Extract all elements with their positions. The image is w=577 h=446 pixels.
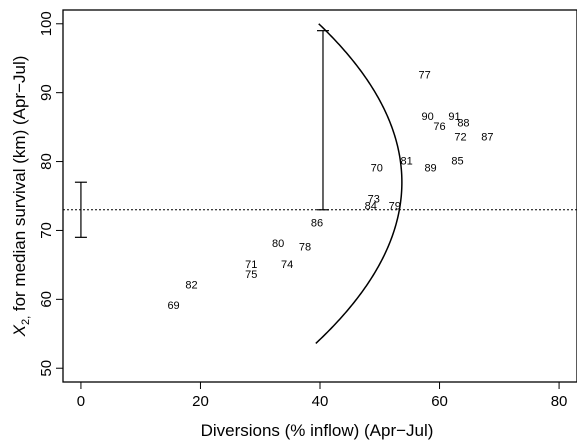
y-tick-label: 60 [38,291,55,308]
point-label-87: 87 [481,131,493,143]
x-axis: 0 20 40 60 80 [77,382,568,410]
point-label-78: 78 [299,242,311,254]
point-label-80: 80 [272,238,284,250]
point-label-69: 69 [167,300,179,312]
point-label-89: 89 [424,162,436,174]
plot-frame [62,9,577,383]
x-tick-label: 60 [431,393,448,410]
y-axis-title-rest: for median survival (km) (Apr−Jul) [10,56,29,316]
x-tick-label: 80 [551,393,568,410]
y-tick-label: 100 [38,11,55,36]
point-label-90: 90 [421,111,433,123]
y-axis-title: X2, for median survival (km) (Apr−Jul) [10,56,32,338]
point-label-81: 81 [401,156,413,168]
point-label-73: 73 [368,193,380,205]
point-label-79: 79 [389,200,401,212]
y-axis-title-subscript: 2, [20,316,32,325]
x-tick-label: 20 [192,393,209,410]
y-axis-title-variable: X [10,324,29,337]
x-axis-title: Diversions (% inflow) (Apr−Jul) [201,421,434,440]
point-label-77: 77 [418,69,430,81]
curve-line [315,23,403,344]
point-label-71: 71 [245,259,257,271]
point-label-86: 86 [311,218,323,230]
y-axis: 50 60 70 80 90 100 [38,11,63,377]
point-label-91: 91 [448,111,460,123]
point-label-75: 75 [245,269,257,281]
point-label-88: 88 [457,118,469,130]
y-tick-label: 70 [38,222,55,239]
error-bars [74,30,329,238]
point-label-70: 70 [371,162,383,174]
x-tick-label: 0 [77,393,85,410]
point-label-76: 76 [433,121,445,133]
point-label-74: 74 [281,259,293,271]
parabola-curve [315,23,403,344]
point-label-82: 82 [185,280,197,292]
x-tick-label: 40 [312,393,329,410]
y-tick-label: 50 [38,360,55,377]
y-tick-label: 90 [38,84,55,101]
point-label-84: 84 [365,200,377,212]
y-tick-label: 80 [38,153,55,170]
point-label-85: 85 [451,156,463,168]
point-label-72: 72 [454,131,466,143]
